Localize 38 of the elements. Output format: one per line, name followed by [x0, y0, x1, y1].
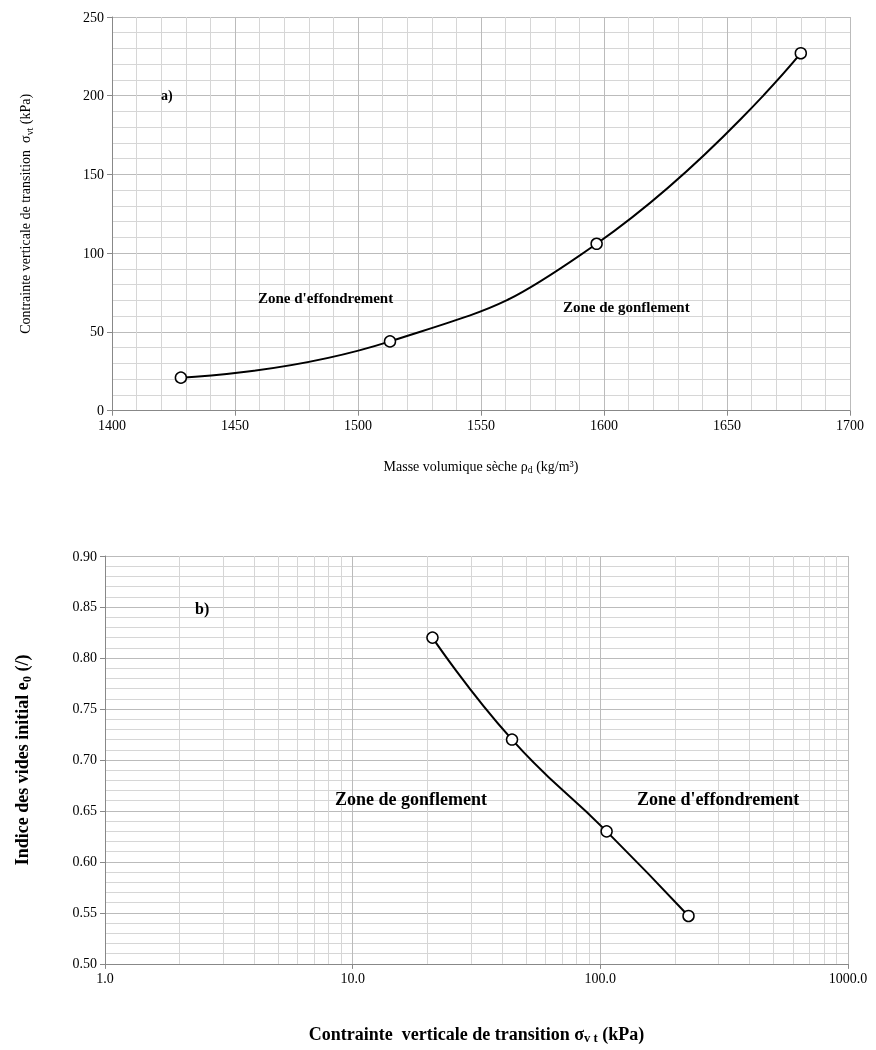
- point: [794, 46, 808, 60]
- annotation: Zone d'effondrement: [637, 789, 800, 809]
- annotation: Zone d'effondrement: [258, 289, 394, 306]
- x-tick-label: 1700: [836, 418, 864, 434]
- y-tick-label: 0.70: [72, 752, 97, 768]
- y-tick-label: 0.50: [72, 956, 97, 972]
- y-tick-label: 0.60: [72, 854, 97, 870]
- y-tick-label: 100: [83, 245, 104, 261]
- annotation: Zone de gonflement: [563, 298, 690, 315]
- y-tick-label: 0.55: [72, 905, 97, 921]
- annotation: Zone de gonflement: [335, 789, 487, 809]
- x-tick-label: 100.0: [584, 971, 617, 987]
- y-tick-label: 0.80: [72, 650, 97, 666]
- y-axis-title: Indice des vides initial e0 (/): [12, 654, 34, 866]
- point: [174, 371, 188, 384]
- y-tick-label: 250: [83, 9, 104, 25]
- y-tick-label: 0.90: [72, 548, 97, 564]
- y-tick-label: 0: [97, 403, 104, 419]
- annotation: b): [195, 599, 210, 618]
- y-tick-label: 50: [90, 324, 104, 340]
- x-tick-label: 1400: [98, 418, 126, 434]
- x-tick-label: 1000.0: [828, 971, 868, 987]
- x-tick-label: 1.0: [96, 971, 114, 987]
- y-tick-label: 200: [83, 88, 104, 104]
- x-tick-label: 1600: [590, 418, 618, 434]
- x-tick-label: 10.0: [340, 971, 365, 987]
- annotation: a): [161, 87, 173, 104]
- point: [383, 335, 397, 348]
- y-tick-label: 150: [83, 166, 104, 182]
- x-tick-label: 1450: [221, 418, 249, 434]
- x-tick-label: 1550: [467, 418, 495, 434]
- y-tick-label: 0.75: [72, 701, 97, 717]
- y-tick-label: 0.65: [72, 803, 97, 819]
- x-tick-label: 1650: [713, 418, 741, 434]
- point: [590, 237, 603, 251]
- y-tick-label: 0.85: [72, 599, 97, 615]
- x-tick-label: 1500: [344, 418, 372, 434]
- y-axis-title: Contrainte verticale de transition σvt (kPa): [18, 93, 35, 334]
